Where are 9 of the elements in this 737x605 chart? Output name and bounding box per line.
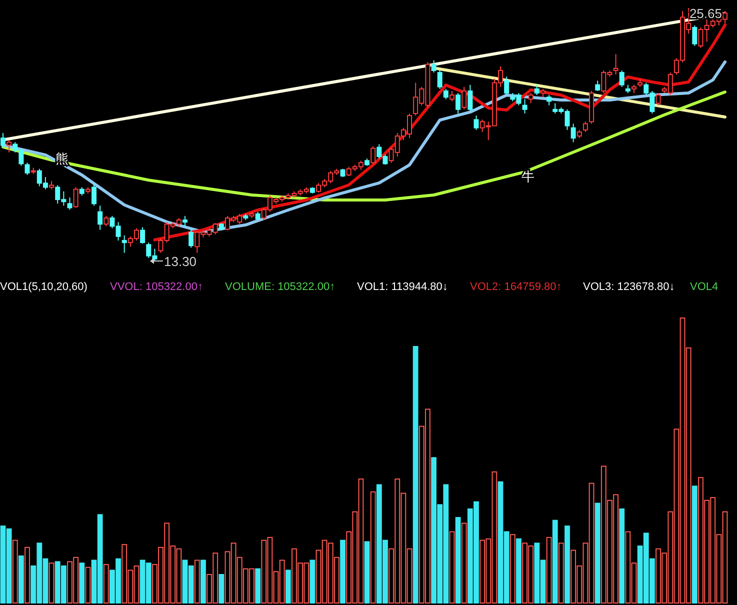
text: VVOL: 105322.00↑ [110, 281, 203, 293]
text: VOL1: 113944.80↓ [357, 281, 448, 293]
text: VOL3: 123678.80↓ [583, 281, 675, 293]
text: VOL4 [690, 281, 718, 293]
text: VOL1(5,10,20,60) [0, 281, 88, 293]
annotation: 13.30 [164, 254, 197, 269]
annotation: 牛 [522, 169, 534, 184]
text: VOLUME: 105322.00↑ [225, 281, 336, 293]
text: VOL2: 164759.80↑ [470, 281, 562, 293]
